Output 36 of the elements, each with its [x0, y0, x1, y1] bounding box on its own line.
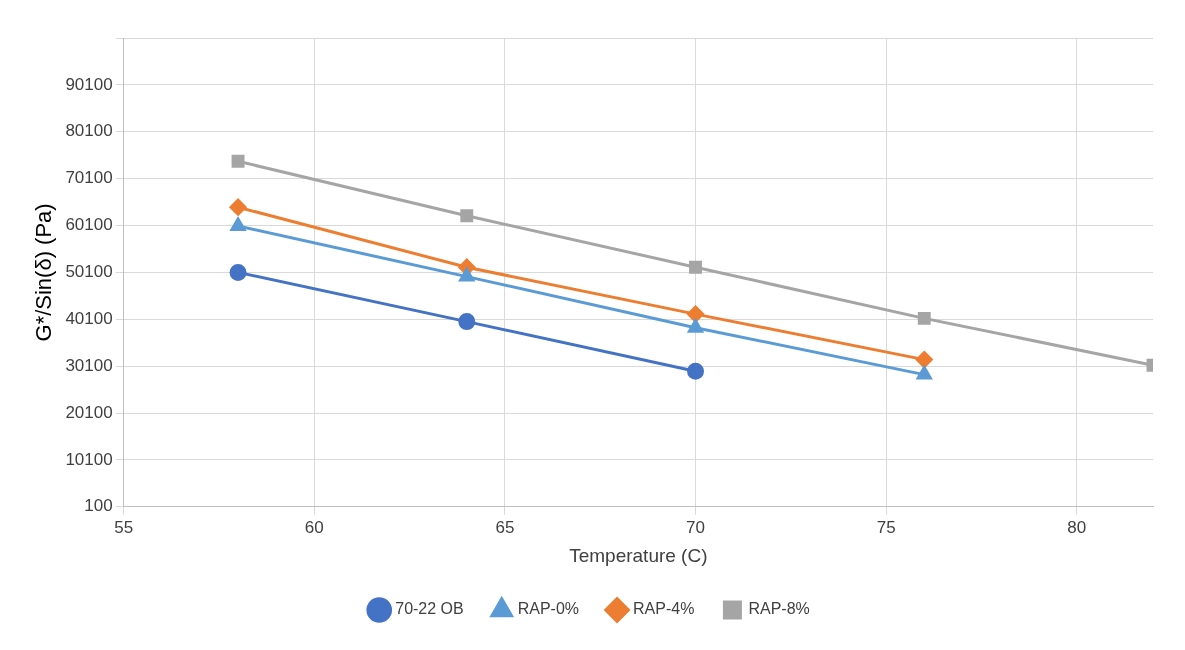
x-tick-label: 55	[114, 517, 134, 537]
y-tick-label: 40100	[65, 308, 113, 328]
y-axis-title: G*/Sin(δ) (Pa)	[31, 203, 57, 342]
point	[915, 351, 933, 369]
y-tick-label: 70100	[65, 168, 113, 188]
point	[916, 366, 932, 380]
legend-label: 70-22 OB	[395, 600, 464, 618]
point	[917, 311, 931, 325]
y-tick-label: 10100	[65, 449, 113, 469]
x-tick-label: 60	[304, 517, 324, 537]
legend-label: RAP-8%	[748, 600, 810, 618]
x-tick-label: 75	[876, 517, 896, 537]
point	[687, 305, 705, 323]
y-tick-label: 20100	[65, 402, 113, 422]
point	[687, 362, 705, 380]
legend-label: RAP-4%	[633, 600, 695, 618]
y-tick-label: 30100	[65, 355, 113, 375]
point	[229, 263, 247, 281]
legend-label: RAP-0%	[517, 600, 580, 618]
point	[459, 268, 475, 282]
x-axis-title: Temperature (C)	[569, 544, 708, 566]
y-tick-label: 90100	[65, 74, 113, 94]
point	[687, 319, 704, 333]
point	[689, 260, 702, 274]
x-tick-label: 65	[495, 517, 515, 537]
y-tick-label: 80100	[65, 121, 113, 141]
point	[230, 217, 246, 231]
point	[460, 209, 474, 223]
x-tick-label: 80	[1067, 517, 1087, 537]
point	[229, 198, 247, 216]
x-tick-label: 70	[686, 517, 705, 537]
point	[231, 154, 245, 168]
y-tick-label: 50100	[65, 262, 113, 282]
y-tick-label: 100	[84, 496, 113, 516]
y-tick-label: 60100	[65, 215, 113, 235]
point	[458, 313, 476, 331]
